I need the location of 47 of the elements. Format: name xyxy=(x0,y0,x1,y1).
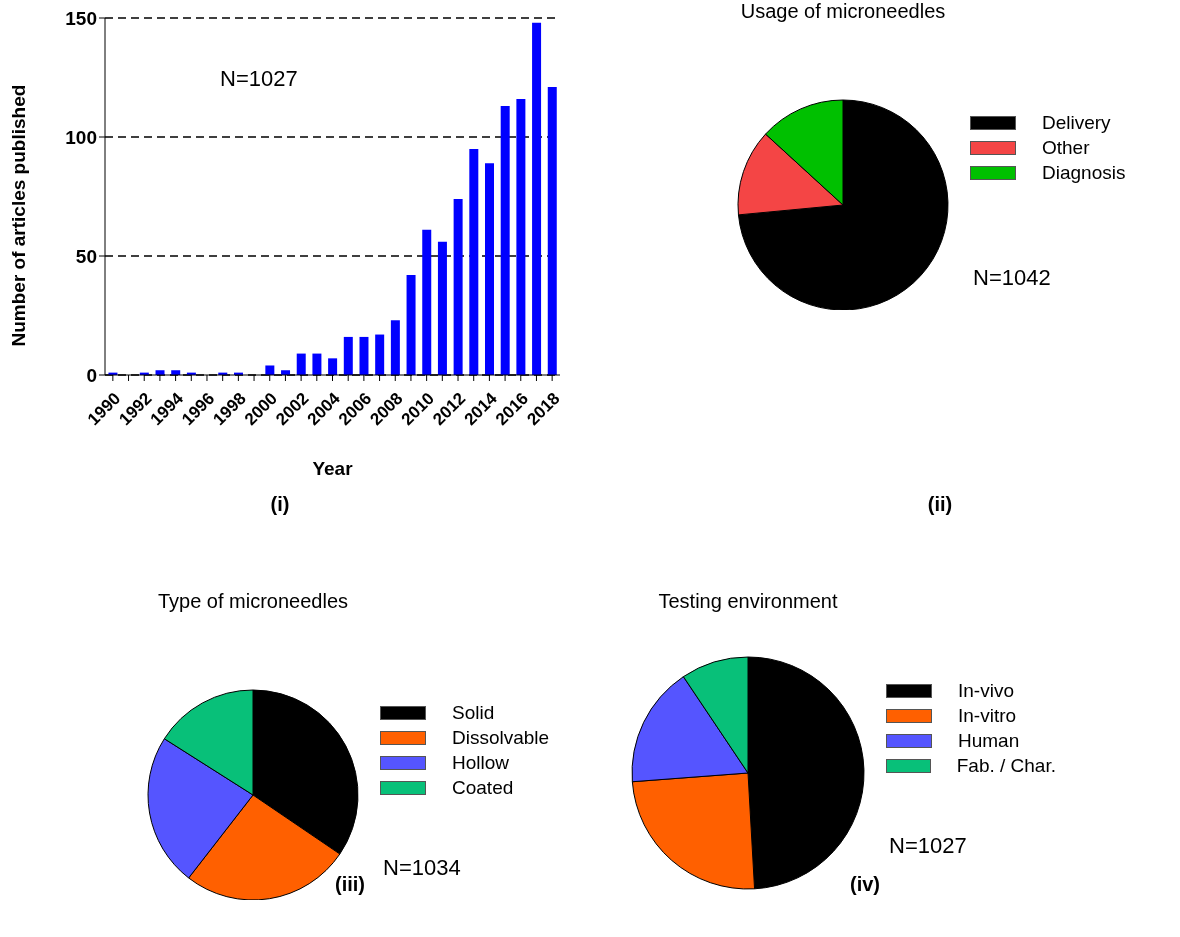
y-tick-label: 50 xyxy=(75,245,97,267)
legend-label: Delivery xyxy=(1042,111,1111,134)
legend-label: Other xyxy=(1042,136,1090,159)
bar xyxy=(328,358,338,375)
legend-label: Human xyxy=(958,729,1020,752)
bar xyxy=(265,365,275,375)
x-axis-title: Year xyxy=(312,458,354,479)
bar xyxy=(343,336,353,375)
bar xyxy=(469,148,479,375)
chart-title: Type of microneedles xyxy=(156,590,350,613)
bar xyxy=(437,241,447,375)
legend-label: Hollow xyxy=(452,751,510,774)
y-tick-label: 150 xyxy=(65,7,97,29)
bar xyxy=(312,353,322,375)
pie-slice xyxy=(737,99,949,310)
text: (i) xyxy=(269,493,291,516)
legend-label: Fab. / Char. xyxy=(956,754,1056,777)
annotation: N=1027 xyxy=(220,66,298,92)
bar xyxy=(453,198,463,375)
text: (iii) xyxy=(335,873,365,895)
bar xyxy=(390,320,400,375)
legend-label: Solid xyxy=(452,701,495,724)
chart-title: Usage of microneedles xyxy=(739,0,947,23)
text: (ii) xyxy=(926,493,954,516)
bar xyxy=(422,229,432,375)
bar xyxy=(375,334,385,375)
bar xyxy=(485,163,494,375)
legend-label: Diagnosis xyxy=(1042,161,1126,184)
bar xyxy=(516,98,526,375)
text: N=1042 xyxy=(973,265,1051,291)
legend-label: In-vivo xyxy=(958,679,1014,702)
bar xyxy=(359,336,369,375)
legend-label: Dissolvable xyxy=(452,726,550,749)
text: (iv) xyxy=(849,873,881,896)
text: N=1027 xyxy=(889,833,967,859)
bar xyxy=(406,275,416,375)
bar xyxy=(547,87,557,375)
y-axis-title: Number of articles published xyxy=(7,84,29,347)
bar xyxy=(296,353,306,375)
chart-title: Testing environment xyxy=(657,590,839,613)
y-tick-label: 0 xyxy=(86,364,97,386)
legend-label: In-vitro xyxy=(958,704,1017,727)
legend-label: Coated xyxy=(452,776,514,799)
y-tick-label: 100 xyxy=(65,126,97,148)
text: N=1034 xyxy=(383,855,461,881)
bar xyxy=(532,22,542,375)
bar xyxy=(500,106,510,375)
